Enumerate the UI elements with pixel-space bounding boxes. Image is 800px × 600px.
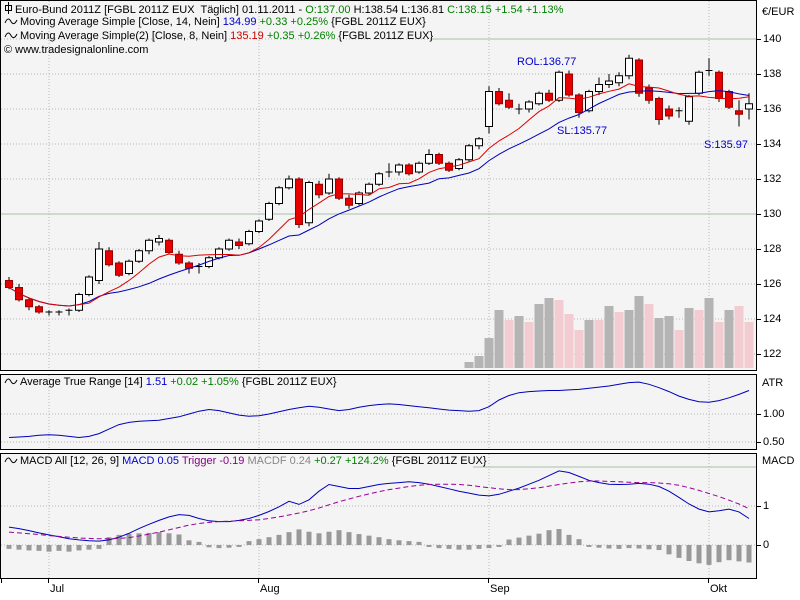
header-segment: © www.tradesignalonline.com (4, 44, 149, 56)
axis-tick-label: 122 (763, 348, 782, 360)
macd-chart-canvas[interactable] (1, 454, 756, 578)
x-axis-month-label: Okt (710, 583, 728, 595)
macd-axis-title: MACD (762, 455, 795, 467)
axis-tick-mark (757, 144, 761, 145)
time-axis-tick (258, 579, 259, 583)
time-axis-edge-tick (1, 579, 2, 583)
header-segment: {FGBL 2011Z EUX} (328, 16, 426, 28)
axis-tick-label: 1.00 (763, 408, 785, 420)
axis-tick-label: 136 (763, 103, 782, 115)
header-segment: MACDF 0.24 (244, 455, 312, 467)
axis-tick-mark (757, 442, 761, 443)
x-axis-month-label: Sep (490, 583, 510, 595)
x-axis-month-label: Jul (50, 583, 65, 595)
candle-icon (4, 2, 13, 18)
price-annotation: SL:135.77 (557, 125, 608, 137)
header-segment: Euro-Bund 2011Z [FGBL 2011Z EUX Täglich]… (15, 4, 306, 16)
header-segment: O:137.00 (305, 4, 351, 16)
axis-tick-mark (757, 39, 761, 40)
axis-tick-label: 0 (763, 539, 770, 551)
wave-icon (4, 17, 18, 30)
header-segment: Trigger -0.19 (178, 455, 245, 467)
x-axis-month-label: Aug (260, 583, 280, 595)
quote-header-line[interactable]: Euro-Bund 2011Z [FGBL 2011Z EUX Täglich]… (4, 2, 563, 18)
axis-tick-label: 1 (763, 500, 770, 512)
axis-tick-label: 138 (763, 68, 782, 80)
copyright-line: © www.tradesignalonline.com (4, 44, 148, 57)
time-axis-tick (708, 579, 709, 583)
header-segment: MACD 0.05 (122, 455, 179, 467)
atr-axis-title: ATR (762, 377, 784, 389)
ma8-header-line[interactable]: Moving Average Simple(2) [Close, 8, Nein… (4, 30, 433, 44)
axis-tick-mark (757, 545, 761, 546)
main-price-panel[interactable]: Euro-Bund 2011Z [FGBL 2011Z EUX Täglich]… (0, 0, 757, 371)
axis-tick-mark (757, 74, 761, 75)
macd-indicator-panel[interactable]: MACD All [12, 26, 9] MACD 0.05 Trigger -… (0, 453, 757, 579)
axis-tick-mark (757, 506, 761, 507)
header-segment: +0.27 +124.2% (311, 455, 389, 467)
time-axis-tick (488, 579, 489, 583)
axis-tick-label: 124 (763, 313, 782, 325)
header-segment: Moving Average Simple(2) [Close, 8, Nein… (20, 30, 231, 42)
header-segment: H:138.54 L:136.81 (350, 4, 448, 16)
main-chart-canvas[interactable] (1, 1, 756, 370)
axis-tick-label: 134 (763, 138, 782, 150)
header-segment: +0.02 +1.05% (167, 376, 239, 388)
header-segment: +0.33 +0.25% (256, 16, 329, 28)
header-segment: 135.19 (230, 30, 264, 42)
axis-tick-label: 130 (763, 208, 782, 220)
header-segment: 134.99 (222, 16, 257, 28)
price-annotation: ROL:136.77 (517, 56, 577, 68)
axis-tick-label: 128 (763, 243, 782, 255)
price-axis-unit: €/EUR (762, 6, 795, 18)
macd-header-line[interactable]: MACD All [12, 26, 9] MACD 0.05 Trigger -… (4, 455, 487, 469)
axis-tick-label: 132 (763, 173, 782, 185)
axis-tick-mark (757, 354, 761, 355)
header-segment: Average True Range [14] (20, 376, 146, 388)
wave-icon (4, 377, 18, 390)
header-segment: 1.51 (145, 376, 168, 388)
header-segment: {FGBL 2011Z EUX} (335, 30, 434, 42)
axis-tick-mark (757, 249, 761, 250)
axis-tick-mark (757, 214, 761, 215)
axis-tick-mark (757, 284, 761, 285)
atr-indicator-panel[interactable]: Average True Range [14] 1.51 +0.02 +1.05… (0, 374, 757, 450)
atr-header-line[interactable]: Average True Range [14] 1.51 +0.02 +1.05… (4, 376, 337, 390)
header-segment: {FGBL 2011Z EUX} (388, 455, 487, 467)
ma14-header-line[interactable]: Moving Average Simple [Close, 14, Nein] … (4, 16, 426, 30)
price-annotation: S:135.97 (704, 139, 749, 151)
axis-tick-mark (757, 414, 761, 415)
atr-chart-canvas[interactable] (1, 375, 756, 449)
axis-tick-mark (757, 109, 761, 110)
header-segment: +0.35 +0.26% (263, 30, 336, 42)
header-segment: Moving Average Simple [Close, 14, Nein] (20, 16, 223, 28)
axis-tick-label: 126 (763, 278, 782, 290)
wave-icon (4, 456, 18, 469)
wave-icon (4, 31, 18, 44)
header-segment: C:138.15 +1.54 +1.13% (447, 4, 564, 16)
axis-tick-label: 140 (763, 33, 782, 45)
header-segment: MACD All [12, 26, 9] (20, 455, 123, 467)
header-segment: {FGBL 2011Z EUX} (238, 376, 337, 388)
axis-tick-mark (757, 179, 761, 180)
axis-tick-label: 0.50 (763, 436, 785, 448)
axis-tick-mark (757, 319, 761, 320)
time-axis-tick (48, 579, 49, 583)
